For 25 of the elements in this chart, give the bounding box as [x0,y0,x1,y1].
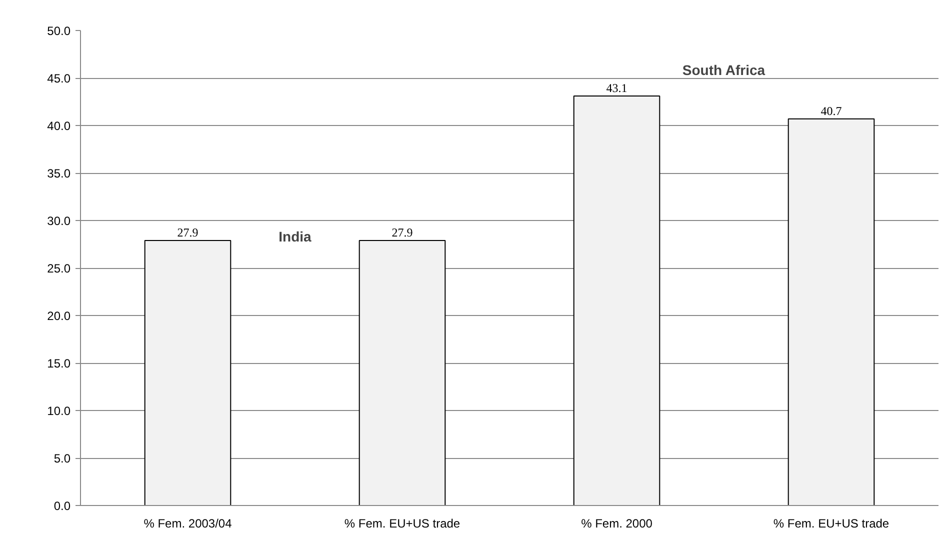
y-tick-label: 35.0 [47,166,71,180]
x-tick-label: % Fem. 2000 [581,516,653,530]
y-tick-label: 45.0 [47,72,71,86]
annotation: South Africa [682,62,766,78]
data-label: 27.9 [392,225,413,240]
y-tick-label: 40.0 [47,119,71,133]
y-tick-label: 20.0 [47,309,71,323]
data-label: 43.1 [606,81,628,96]
y-tick-label: 10.0 [47,404,71,418]
bar [144,240,232,506]
data-label: 27.9 [177,225,198,240]
x-tick-label: % Fem. EU+US trade [344,516,460,530]
y-tick-label: 15.0 [47,356,71,370]
x-tick-label: % Fem. 2003/04 [144,516,232,530]
data-label: 40.7 [820,104,842,118]
y-tick-label: 50.0 [47,24,71,38]
bar [573,96,660,506]
bar [788,118,875,506]
y-tick-label: 25.0 [47,262,71,276]
y-tick-label: 5.0 [54,452,71,466]
bar [358,240,446,506]
annotation: India [278,228,312,244]
y-tick-label: 30.0 [47,214,71,228]
x-tick-label: % Fem. EU+US trade [773,516,890,530]
y-tick-label: 0.0 [54,499,71,513]
